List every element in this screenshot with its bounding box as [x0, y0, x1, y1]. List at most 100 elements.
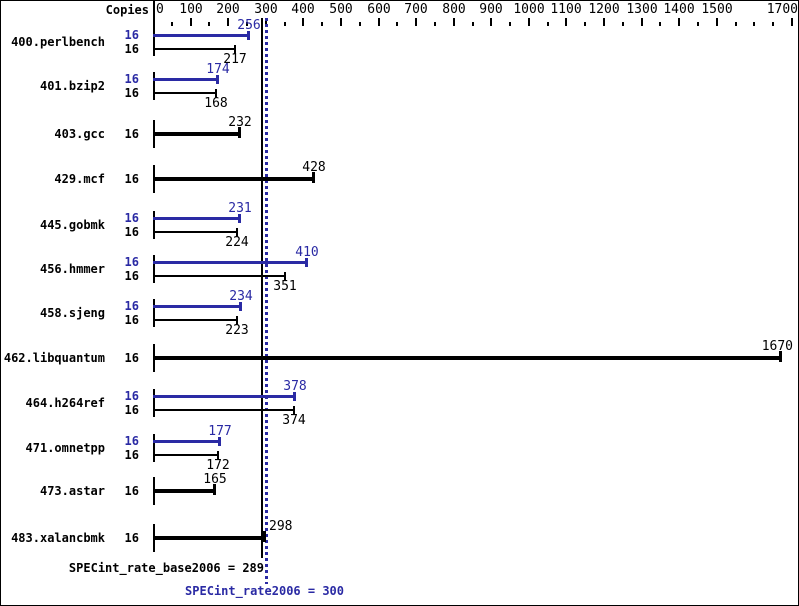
axis-stub [153, 299, 155, 327]
copies-value: 16 [124, 269, 139, 283]
axis-tick-minor [321, 22, 323, 26]
base-value-label: 165 [203, 472, 227, 487]
axis-tick-label: 1200 [588, 2, 620, 17]
axis-tick-minor [246, 22, 248, 26]
peak-bar [153, 78, 218, 81]
axis-tick-label: 800 [442, 2, 466, 17]
base-bar [153, 454, 218, 456]
copies-value: 16 [124, 72, 139, 86]
axis-tick-label: 700 [404, 2, 428, 17]
axis-tick-major [528, 18, 530, 26]
base-bar [153, 48, 235, 50]
axis-tick-major [453, 18, 455, 26]
axis-stub [153, 28, 155, 56]
axis-tick-minor [208, 22, 210, 26]
axis-tick-major [716, 18, 718, 26]
axis-stub [153, 72, 155, 100]
copies-value: 16 [124, 434, 139, 448]
copies-column-header: Copies [105, 3, 149, 17]
axis-tick-label: 200 [216, 2, 240, 17]
copies-value: 16 [124, 28, 139, 42]
axis-tick-major [302, 18, 304, 26]
base-bar-cap [238, 127, 241, 138]
base-bar-cap [213, 484, 216, 495]
axis-tick-minor [622, 22, 624, 26]
copies-value: 16 [124, 299, 139, 313]
axis-tick-major [603, 18, 605, 26]
peak-bar [153, 217, 240, 220]
base-value-label: 232 [228, 115, 252, 130]
axis-tick-minor [509, 22, 511, 26]
peak-value-label: 231 [228, 201, 252, 216]
axis-tick-minor [584, 22, 586, 26]
copies-value: 16 [124, 86, 139, 100]
base-value-label: 351 [273, 279, 297, 294]
peak-bar-cap [216, 75, 219, 84]
axis-divider-line [153, 1, 155, 28]
summary-base-score: SPECint_rate_base2006 = 289 [68, 561, 264, 575]
benchmark-label: 471.omnetpp [25, 441, 105, 455]
axis-tick-minor [171, 22, 173, 26]
axis-tick-label: 100 [179, 2, 203, 17]
peak-bar [153, 305, 241, 308]
benchmark-label: 473.astar [39, 484, 105, 498]
benchmark-label: 456.hmmer [39, 262, 105, 276]
base-bar-cap [236, 228, 238, 237]
base-bar [153, 132, 240, 136]
axis-tick-label: 600 [367, 2, 391, 17]
base-value-label: 428 [302, 160, 326, 175]
axis-tick-minor [434, 22, 436, 26]
peak-value-label: 256 [237, 18, 261, 33]
copies-value: 16 [124, 313, 139, 327]
benchmark-label: 462.libquantum [3, 351, 105, 365]
base-bar-cap [293, 406, 295, 415]
axis-stub [153, 434, 155, 462]
copies-value: 16 [124, 448, 139, 462]
axis-tick-label: 1400 [663, 2, 695, 17]
axis-tick-minor [472, 22, 474, 26]
axis-tick-label: 1700 [766, 2, 798, 17]
copies-value: 16 [124, 172, 139, 186]
peak-bar-cap [293, 392, 296, 401]
benchmark-label: 401.bzip2 [39, 79, 105, 93]
peak-bar-cap [218, 437, 221, 446]
axis-tick-major [565, 18, 567, 26]
axis-tick-major [378, 18, 380, 26]
base-bar-cap [215, 89, 217, 98]
base-bar [153, 489, 215, 493]
axis-tick-major [227, 18, 229, 26]
base-value-label: 298 [269, 519, 293, 534]
axis-tick-label: 1100 [550, 2, 582, 17]
base-value-label: 374 [282, 413, 306, 428]
axis-tick-minor [753, 22, 755, 26]
peak-value-label: 378 [283, 379, 307, 394]
axis-tick-major [190, 18, 192, 26]
peak-bar [153, 34, 249, 37]
peak-value-label: 174 [206, 62, 230, 77]
copies-value: 16 [124, 127, 139, 141]
benchmark-label: 429.mcf [54, 172, 105, 186]
copies-value: 16 [124, 389, 139, 403]
peak-bar [153, 440, 220, 443]
axis-stub [153, 389, 155, 417]
axis-tick-minor [396, 22, 398, 26]
peak-value-label: 177 [208, 424, 232, 439]
benchmark-label: 403.gcc [54, 127, 105, 141]
base-bar [153, 275, 285, 277]
axis-tick-label: 400 [291, 2, 315, 17]
base-bar [153, 319, 237, 321]
peak-bar-cap [247, 31, 250, 40]
base-value-label: 217 [223, 52, 247, 67]
copies-value: 16 [124, 225, 139, 239]
copies-value: 16 [124, 42, 139, 56]
axis-tick-major [791, 18, 793, 26]
axis-tick-minor [735, 22, 737, 26]
base-bar-cap [284, 272, 286, 281]
base-value-label: 168 [204, 96, 228, 111]
benchmark-label: 445.gobmk [39, 218, 105, 232]
base-bar [153, 177, 314, 181]
copies-value: 16 [124, 255, 139, 269]
axis-tick-major [490, 18, 492, 26]
axis-tick-label: 0 [156, 2, 164, 17]
base-bar-cap [234, 45, 236, 54]
